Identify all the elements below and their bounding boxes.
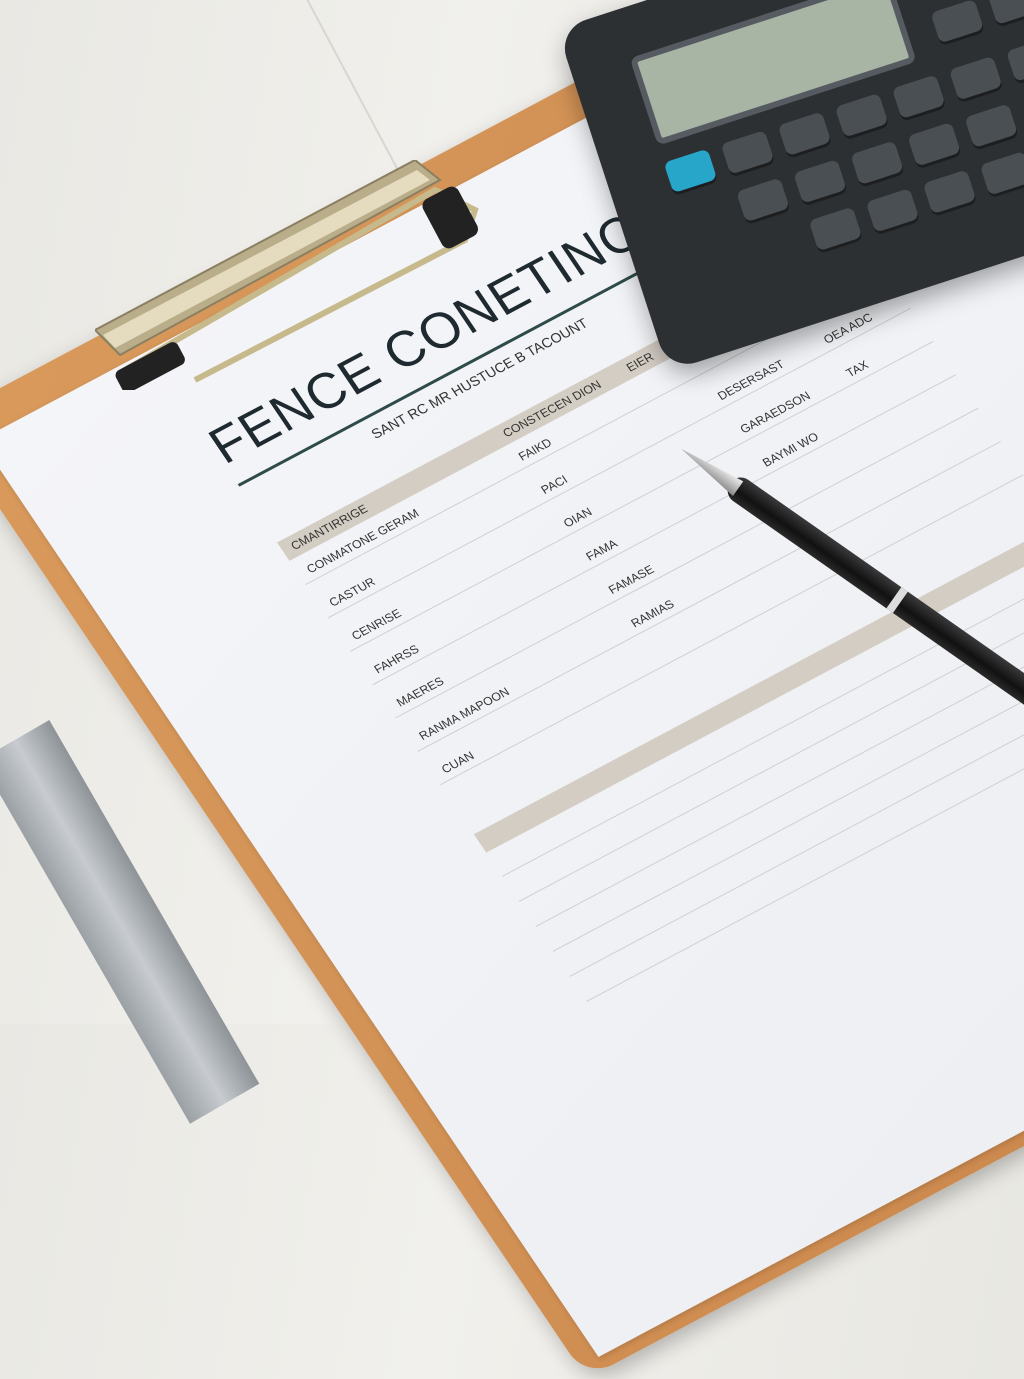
- calculator-key: [834, 92, 889, 138]
- field-label: GARAEDSON: [737, 388, 813, 437]
- calculator-key: [736, 177, 790, 223]
- calculator-key: [865, 188, 920, 233]
- table-line: [586, 691, 1024, 1002]
- calculator-key: [1005, 37, 1024, 82]
- pen-ring: [886, 587, 908, 613]
- calculator-key: [808, 206, 863, 252]
- calculator-key: [979, 150, 1024, 196]
- calculator-key: [793, 159, 847, 204]
- calculator-key: [987, 0, 1024, 25]
- calculator-key: [922, 169, 977, 215]
- calculator-key: [891, 74, 946, 120]
- field-label: FAIKD: [515, 435, 555, 464]
- calculator-key: [777, 111, 832, 157]
- field-label: PACI: [538, 472, 571, 497]
- calculator-key: [948, 55, 1003, 101]
- calculator-key: [720, 130, 775, 175]
- field-label: FAMA: [583, 536, 621, 564]
- clipboard-clip: [95, 160, 479, 390]
- section-header: CONSTECEN DION: [500, 377, 604, 441]
- calculator-key: [930, 0, 985, 44]
- field-label: OIAN: [560, 504, 595, 531]
- calculator-key: [663, 148, 718, 194]
- calculator-key: [850, 140, 904, 186]
- calculator-key: [907, 121, 961, 167]
- field-label: CUAN: [438, 748, 477, 777]
- calculator-key: [964, 103, 1019, 149]
